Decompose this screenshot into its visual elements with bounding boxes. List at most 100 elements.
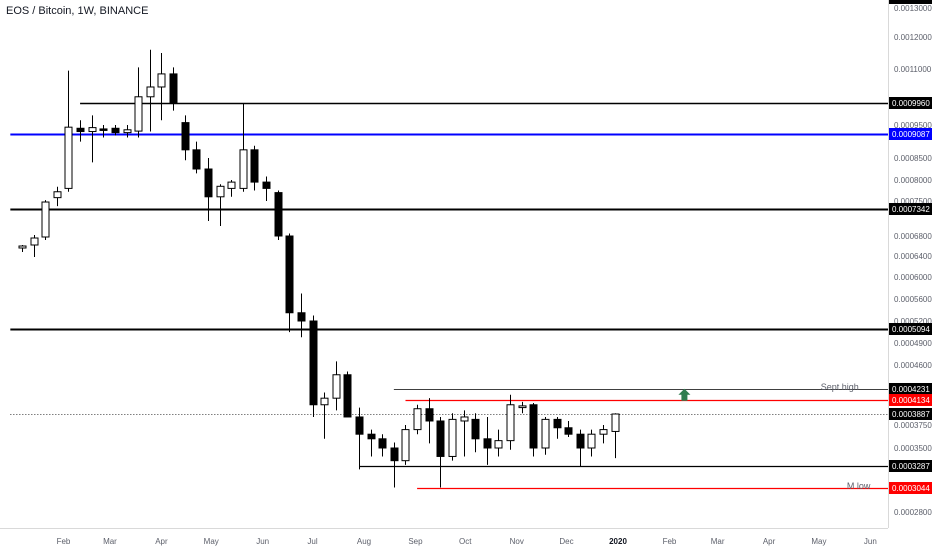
x-tick-label: Feb: [57, 537, 71, 546]
price-level-badge: [889, 383, 932, 395]
x-tick-label: 2020: [609, 537, 627, 546]
x-tick-label: Jun: [256, 537, 269, 546]
candle-body: [204, 168, 213, 198]
x-tick-label: Nov: [510, 537, 524, 546]
y-tick-label: 0.0006000: [894, 273, 932, 282]
candle-body: [599, 429, 608, 435]
price-level-badge: [889, 482, 932, 494]
candle-body: [157, 73, 166, 88]
y-tick-label: 0.0006400: [894, 252, 932, 261]
candle-body: [285, 235, 294, 314]
y-tick-label: 0.0009500: [894, 121, 932, 130]
candle-body: [378, 438, 387, 449]
candle-body: [239, 149, 248, 189]
y-tick-label: 0.0004600: [894, 361, 932, 370]
y-tick-label: 0.0003500: [894, 444, 932, 453]
candle-body: [123, 129, 132, 134]
candle-body: [436, 420, 445, 457]
candle-body: [541, 418, 550, 449]
chart-title: EOS / Bitcoin, 1W, BINANCE: [6, 5, 149, 17]
y-tick-label: 0.0008000: [894, 176, 932, 185]
candle-body: [146, 86, 155, 98]
price-level-badge: [889, 203, 932, 215]
candle-body: [483, 438, 492, 449]
x-tick-label: Oct: [459, 537, 472, 546]
candle-body: [88, 127, 97, 133]
candle-body: [611, 413, 620, 432]
y-tick-label: 0.0004900: [894, 339, 932, 348]
annotation-label: Sept high: [821, 382, 859, 392]
x-tick-label: May: [811, 537, 826, 546]
candle-body: [367, 433, 376, 440]
price-level-badge: [889, 460, 932, 472]
price-level-label: 0.0003287: [892, 462, 930, 471]
x-tick-label: Feb: [663, 537, 677, 546]
y-tick-label: 0.0005200: [894, 317, 932, 326]
candle-body: [99, 128, 108, 131]
price-level-badge: [889, 408, 932, 420]
x-tick-label: May: [204, 537, 219, 546]
candle-body: [494, 440, 503, 449]
x-tick-label: Apr: [763, 537, 776, 546]
candle-body: [576, 433, 585, 449]
y-tick-label: 0.0005600: [894, 295, 932, 304]
candle-body: [274, 192, 283, 237]
y-tick-label: 0.0013000: [894, 4, 932, 13]
y-tick-label: 0.0006800: [894, 232, 932, 241]
price-level-badge: [889, 323, 932, 335]
y-tick-label: 0.0012000: [894, 33, 932, 42]
price-level-label: 0.0003887: [892, 410, 930, 419]
price-level-badge-top: [889, 0, 932, 4]
x-tick-label: Aug: [357, 537, 371, 546]
candle-body: [355, 416, 364, 435]
price-level-label: 0.0003044: [892, 484, 930, 493]
price-level-badge: [889, 394, 932, 406]
candle-body: [564, 427, 573, 435]
candle-body: [390, 447, 399, 462]
price-level-label: 0.0009087: [892, 130, 930, 139]
x-tick-label: Sep: [408, 537, 423, 546]
x-tick-label: Dec: [559, 537, 573, 546]
price-level-label: 0.0009960: [892, 99, 930, 108]
candle-body: [169, 73, 178, 104]
candle-body: [297, 312, 306, 322]
candle-body: [553, 418, 562, 429]
candle-body: [76, 127, 85, 133]
candle-body: [332, 374, 341, 399]
y-tick-label: 0.0007500: [894, 197, 932, 206]
candle-body: [227, 181, 236, 189]
price-level-label: 0.0004231: [892, 385, 930, 394]
candle-body: [529, 404, 538, 449]
candle-body: [53, 191, 62, 199]
candle-body: [111, 127, 120, 134]
price-level-badge: [889, 128, 932, 140]
candle-body: [181, 122, 190, 151]
candle-body: [320, 397, 329, 406]
y-tick-label: 0.0008500: [894, 154, 932, 163]
price-level-label: 0.0007342: [892, 205, 930, 214]
candle-body: [262, 181, 271, 189]
x-tick-label: Mar: [711, 537, 725, 546]
candle-body: [343, 374, 352, 418]
candle-body: [134, 96, 143, 132]
candle-body: [64, 126, 73, 189]
candle-body: [309, 320, 318, 406]
candle-body: [506, 404, 515, 442]
candle-body: [18, 245, 27, 249]
candle-body: [250, 149, 259, 183]
price-level-badge: [889, 97, 932, 109]
up-arrow-icon: [678, 388, 691, 401]
candle-body: [518, 405, 527, 409]
candle-body: [192, 149, 201, 170]
annotation-label: M low: [847, 481, 871, 491]
candle-body: [425, 408, 434, 422]
y-tick-label: 0.0011000: [894, 65, 932, 74]
price-level-label: 0.0004134: [892, 396, 930, 405]
candle-body: [587, 433, 596, 449]
x-tick-label: Jul: [307, 537, 317, 546]
candle-body: [216, 185, 225, 198]
x-tick-label: Mar: [103, 537, 117, 546]
candle-body: [460, 416, 469, 422]
candle-body: [401, 429, 410, 462]
